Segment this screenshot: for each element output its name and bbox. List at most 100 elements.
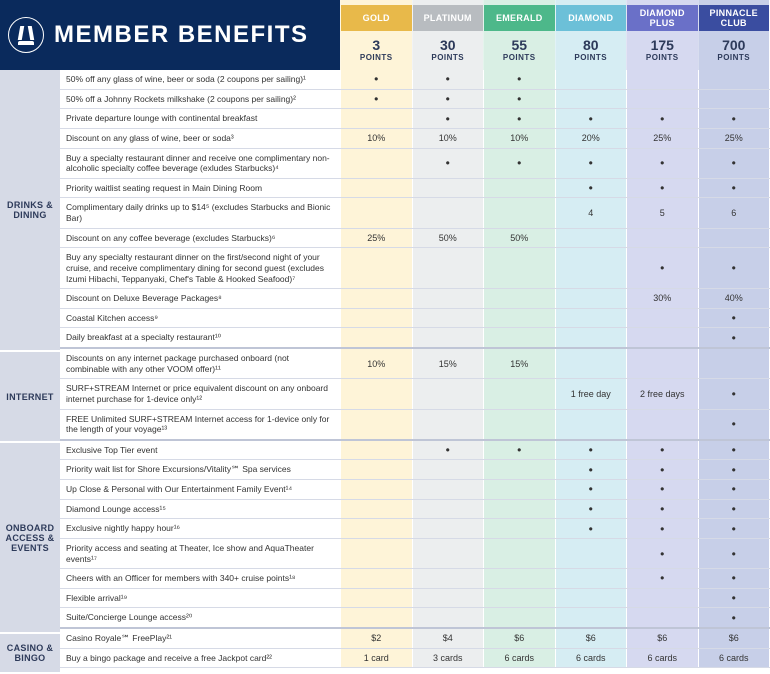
value-cell bbox=[698, 309, 770, 328]
value-cell bbox=[483, 289, 555, 308]
value-cell bbox=[483, 589, 555, 608]
benefit-label: SURF+STREAM Internet or price equivalent… bbox=[60, 379, 340, 408]
benefit-label: Discounts on any internet package purcha… bbox=[60, 349, 340, 378]
value-cell bbox=[340, 70, 412, 89]
table-row: Exclusive Top Tier event bbox=[60, 441, 770, 461]
value-cell bbox=[555, 90, 627, 109]
value-cell: 6 cards bbox=[555, 649, 627, 668]
value-cell: 15% bbox=[483, 349, 555, 378]
value-cell: 20% bbox=[555, 129, 627, 148]
value-cell bbox=[340, 460, 412, 479]
value-cell bbox=[412, 569, 484, 588]
category-label: INTERNET bbox=[0, 352, 60, 443]
value-cell bbox=[412, 109, 484, 128]
tier-header-pinnacle-club: PINNACLE CLUB700POINTS bbox=[698, 0, 770, 70]
value-cell bbox=[412, 289, 484, 308]
value-cell bbox=[626, 90, 698, 109]
table-row: 50% off any glass of wine, beer or soda … bbox=[60, 70, 770, 90]
table-row: Buy any specialty restaurant dinner on t… bbox=[60, 248, 770, 289]
value-cell bbox=[698, 90, 770, 109]
value-cell bbox=[698, 349, 770, 378]
value-cell bbox=[626, 569, 698, 588]
value-cell: 25% bbox=[698, 129, 770, 148]
table-row: Complimentary daily drinks up to $14⁵ (e… bbox=[60, 198, 770, 228]
benefits-table: DRINKS & DININGINTERNETONBOARD ACCESS & … bbox=[0, 70, 770, 674]
tier-name: DIAMOND bbox=[556, 5, 627, 31]
value-cell bbox=[698, 500, 770, 519]
value-cell bbox=[412, 149, 484, 178]
value-cell: 3 cards bbox=[412, 649, 484, 668]
benefit-label: Priority waitlist seating request in Mai… bbox=[60, 179, 340, 198]
value-cell bbox=[626, 248, 698, 288]
value-cell bbox=[626, 460, 698, 479]
benefit-label: Priority access and seating at Theater, … bbox=[60, 539, 340, 568]
tier-points: 30 bbox=[440, 31, 456, 53]
value-cell: 6 cards bbox=[698, 649, 770, 668]
value-cell bbox=[626, 480, 698, 499]
value-cell bbox=[698, 569, 770, 588]
benefit-label: Buy any specialty restaurant dinner on t… bbox=[60, 248, 340, 288]
table-row: Daily breakfast at a specialty restauran… bbox=[60, 328, 770, 349]
value-cell bbox=[555, 608, 627, 627]
value-cell bbox=[698, 229, 770, 248]
table-row: SURF+STREAM Internet or price equivalent… bbox=[60, 379, 770, 409]
value-cell: 1 card bbox=[340, 649, 412, 668]
value-cell bbox=[555, 589, 627, 608]
tier-header-platinum: PLATINUM30POINTS bbox=[412, 0, 484, 70]
value-cell bbox=[483, 149, 555, 178]
value-cell bbox=[698, 109, 770, 128]
value-cell bbox=[412, 608, 484, 627]
value-cell bbox=[340, 198, 412, 227]
value-cell: $6 bbox=[626, 629, 698, 648]
value-cell bbox=[483, 109, 555, 128]
value-cell bbox=[698, 410, 770, 439]
value-cell bbox=[555, 519, 627, 538]
value-cell bbox=[698, 519, 770, 538]
tier-points-label: POINTS bbox=[503, 53, 536, 66]
value-cell: 6 bbox=[698, 198, 770, 227]
value-cell bbox=[626, 519, 698, 538]
value-cell bbox=[555, 480, 627, 499]
benefit-label: Discount on any coffee beverage (exclude… bbox=[60, 229, 340, 248]
value-cell bbox=[483, 500, 555, 519]
benefit-label: 50% off a Johnny Rockets milkshake (2 co… bbox=[60, 90, 340, 109]
value-cell bbox=[340, 569, 412, 588]
table-row: Priority waitlist seating request in Mai… bbox=[60, 179, 770, 199]
table-row: Buy a specialty restaurant dinner and re… bbox=[60, 149, 770, 179]
value-cell bbox=[412, 309, 484, 328]
value-cell: 10% bbox=[483, 129, 555, 148]
value-cell bbox=[555, 410, 627, 439]
benefit-label: Exclusive Top Tier event bbox=[60, 441, 340, 460]
value-cell bbox=[340, 328, 412, 347]
value-cell bbox=[555, 441, 627, 460]
table-row: Up Close & Personal with Our Entertainme… bbox=[60, 480, 770, 500]
benefit-label: Daily breakfast at a specialty restauran… bbox=[60, 328, 340, 347]
value-cell bbox=[626, 328, 698, 347]
benefit-label: Private departure lounge with continenta… bbox=[60, 109, 340, 128]
value-cell bbox=[555, 109, 627, 128]
tier-name: EMERALD bbox=[484, 5, 555, 31]
category-label: DRINKS & DINING bbox=[0, 70, 60, 352]
value-cell bbox=[555, 328, 627, 347]
value-cell bbox=[626, 441, 698, 460]
value-cell bbox=[412, 179, 484, 198]
value-cell: 10% bbox=[340, 129, 412, 148]
value-cell bbox=[555, 179, 627, 198]
benefit-label: Diamond Lounge access¹⁵ bbox=[60, 500, 340, 519]
value-cell bbox=[483, 569, 555, 588]
value-cell bbox=[340, 149, 412, 178]
value-cell: $4 bbox=[412, 629, 484, 648]
value-cell bbox=[626, 109, 698, 128]
value-cell: 30% bbox=[626, 289, 698, 308]
value-cell bbox=[483, 410, 555, 439]
tier-points-label: POINTS bbox=[717, 53, 750, 66]
value-cell bbox=[698, 379, 770, 408]
value-cell: 6 cards bbox=[626, 649, 698, 668]
value-cell bbox=[626, 539, 698, 568]
value-cell: 25% bbox=[626, 129, 698, 148]
value-cell: 1 free day bbox=[555, 379, 627, 408]
tier-header-gold: GOLD3POINTS bbox=[340, 0, 412, 70]
benefit-label: Coastal Kitchen access⁹ bbox=[60, 309, 340, 328]
value-cell bbox=[555, 149, 627, 178]
table-row: Flexible arrival¹⁹ bbox=[60, 589, 770, 609]
